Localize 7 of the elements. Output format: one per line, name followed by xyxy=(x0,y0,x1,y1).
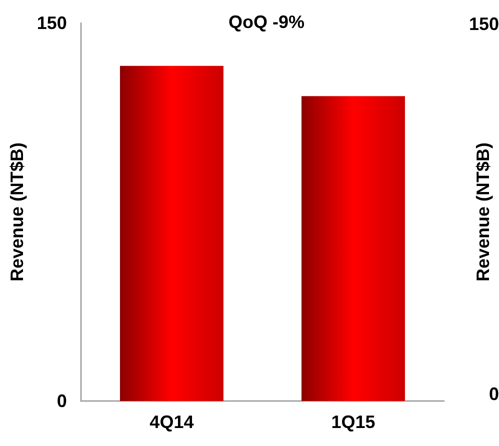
x-tick-label: 1Q15 xyxy=(331,412,376,432)
chart-title: QoQ -9% xyxy=(228,12,305,32)
y-axis-title: Revenue (NT$B) xyxy=(7,142,27,282)
text: 150 xyxy=(468,14,499,34)
text: Revenue (NT$B) xyxy=(473,142,493,282)
x-tick-label: 4Q14 xyxy=(150,412,194,432)
text: 0 xyxy=(488,384,499,404)
